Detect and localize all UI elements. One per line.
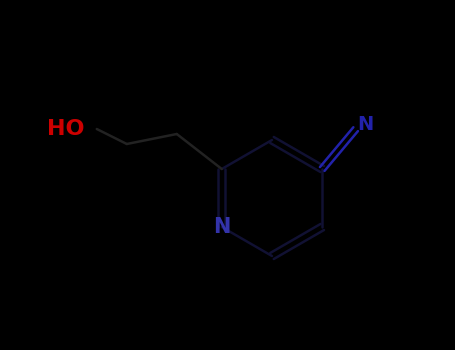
Text: N: N: [358, 115, 374, 134]
Text: HO: HO: [47, 119, 85, 139]
Text: N: N: [213, 217, 231, 237]
